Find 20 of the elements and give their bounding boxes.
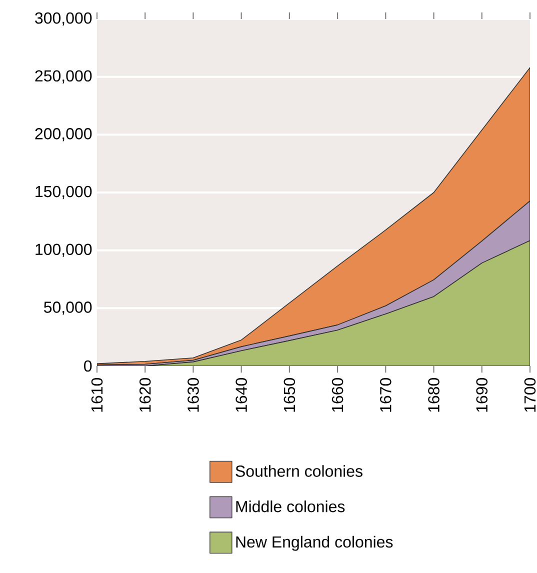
y-tick-label: 250,000: [35, 70, 92, 84]
y-tick-label: 50,000: [44, 302, 92, 315]
legend-label: Southern colonies: [236, 465, 362, 477]
y-tick-label: 0: [84, 360, 92, 372]
x-tick-label: 1630: [188, 378, 199, 412]
x-tick-label: 1610: [91, 378, 103, 412]
x-tick-label: 1690: [476, 378, 488, 412]
x-tick-label: 1640: [236, 378, 247, 412]
x-tick-label: 1680: [428, 378, 440, 412]
y-tick-label: 100,000: [36, 244, 92, 257]
x-tick-label: 1620: [139, 378, 151, 412]
y-tick-label: 300,000: [35, 12, 92, 26]
y-tick-label: 200,000: [35, 128, 92, 142]
x-tick-label: 1650: [284, 378, 296, 412]
x-tick-label: 1700: [524, 378, 536, 412]
x-tick-label: 1660: [332, 378, 344, 412]
legend-label: Middle colonies: [236, 500, 345, 512]
legend-label: New England colonies: [236, 536, 393, 551]
x-tick-label: 1670: [380, 378, 392, 412]
y-tick-label: 150,000: [36, 186, 92, 200]
